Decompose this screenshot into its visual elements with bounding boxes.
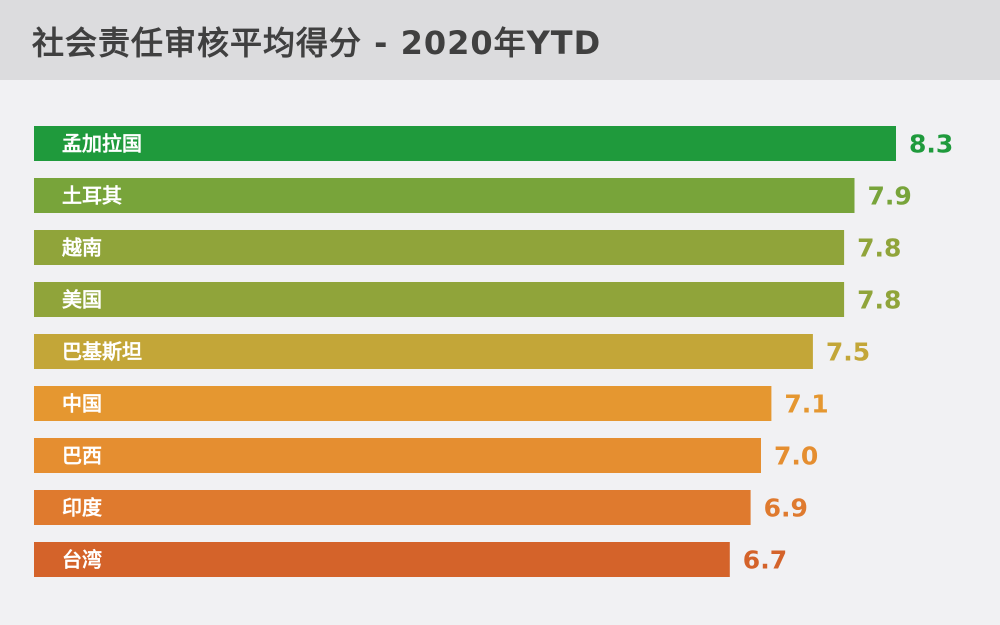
bar-0 xyxy=(34,126,896,161)
value-label: 7.1 xyxy=(784,390,828,419)
category-label: 台湾 xyxy=(62,548,102,572)
category-label: 中国 xyxy=(62,392,102,416)
category-label: 印度 xyxy=(62,496,103,520)
title-bar: 社会责任审核平均得分 - 2020年YTD xyxy=(0,0,1000,80)
category-label: 越南 xyxy=(61,236,102,260)
bar-3 xyxy=(34,282,845,317)
value-label: 6.9 xyxy=(764,494,808,523)
bar-8 xyxy=(34,542,730,577)
value-label: 7.8 xyxy=(857,286,901,315)
value-label: 6.7 xyxy=(743,546,787,575)
category-label: 美国 xyxy=(62,288,102,312)
bar-2 xyxy=(34,230,845,265)
value-label: 8.3 xyxy=(909,130,953,159)
bar-5 xyxy=(34,386,772,421)
bar-4 xyxy=(34,334,813,369)
category-label: 孟加拉国 xyxy=(62,132,142,156)
category-label: 巴基斯坦 xyxy=(62,340,142,364)
bar-6 xyxy=(34,438,761,473)
bar-1 xyxy=(34,178,855,213)
category-label: 巴西 xyxy=(62,444,102,468)
value-label: 7.9 xyxy=(868,182,912,211)
chart-title: 社会责任审核平均得分 - 2020年YTD xyxy=(32,24,602,62)
value-label: 7.0 xyxy=(774,442,818,471)
category-label: 土耳其 xyxy=(62,184,122,208)
bar-7 xyxy=(34,490,751,525)
value-label: 7.5 xyxy=(826,338,870,367)
value-label: 7.8 xyxy=(857,234,901,263)
